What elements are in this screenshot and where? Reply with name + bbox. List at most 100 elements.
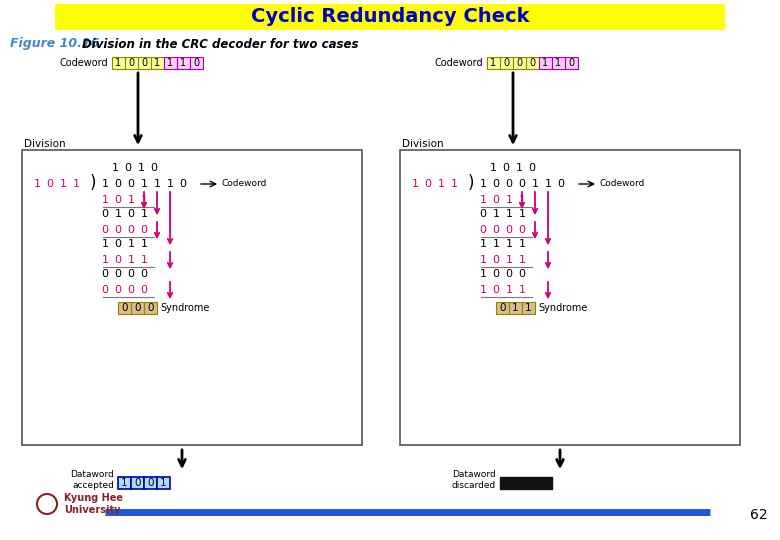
- Text: 0: 0: [140, 225, 147, 235]
- Text: 1: 1: [505, 209, 512, 219]
- Text: 1: 1: [519, 209, 526, 219]
- Text: 0: 0: [492, 195, 499, 205]
- Text: 1: 1: [480, 285, 487, 295]
- Text: Kyung Hee
University: Kyung Hee University: [64, 493, 123, 515]
- Text: 0: 0: [129, 58, 135, 68]
- Bar: [539, 57, 552, 69]
- Text: 0: 0: [519, 225, 526, 235]
- Text: 0: 0: [101, 285, 108, 295]
- Text: 0: 0: [147, 478, 154, 488]
- Text: 0: 0: [492, 179, 499, 189]
- Text: 1: 1: [555, 58, 562, 68]
- Text: 0: 0: [125, 163, 132, 173]
- Text: 0: 0: [492, 225, 499, 235]
- Text: 0: 0: [47, 179, 54, 189]
- Text: 0: 0: [147, 303, 154, 313]
- Text: 1: 1: [491, 58, 497, 68]
- Bar: [500, 477, 552, 489]
- Bar: [55, 4, 725, 30]
- Text: 1: 1: [512, 303, 519, 313]
- Text: Codeword: Codeword: [434, 58, 483, 68]
- Text: 1: 1: [480, 269, 487, 279]
- Bar: [157, 477, 170, 489]
- Text: 1: 1: [154, 58, 161, 68]
- Text: 1: 1: [480, 195, 487, 205]
- Text: Syndrome: Syndrome: [160, 303, 209, 313]
- Text: Division: Division: [402, 139, 444, 149]
- Text: 1: 1: [115, 209, 122, 219]
- Text: 1: 1: [180, 58, 186, 68]
- Text: 1: 1: [101, 195, 108, 205]
- Text: 0: 0: [193, 58, 200, 68]
- Bar: [112, 57, 125, 69]
- Text: 0: 0: [569, 58, 575, 68]
- Bar: [500, 57, 513, 69]
- Text: 1: 1: [544, 179, 551, 189]
- Bar: [138, 57, 151, 69]
- Text: Codeword: Codeword: [222, 179, 268, 188]
- Bar: [144, 302, 157, 314]
- Bar: [565, 57, 578, 69]
- Text: 1: 1: [516, 163, 523, 173]
- Text: 0: 0: [115, 239, 122, 249]
- Bar: [164, 57, 177, 69]
- Text: 1: 1: [140, 179, 147, 189]
- Text: 0: 0: [492, 269, 499, 279]
- Text: 1: 1: [127, 255, 134, 265]
- Text: 0: 0: [134, 478, 140, 488]
- Text: 1: 1: [101, 255, 108, 265]
- Text: 1: 1: [127, 195, 134, 205]
- Text: 0: 0: [503, 58, 509, 68]
- Text: Division: Division: [24, 139, 66, 149]
- Text: 0: 0: [516, 58, 523, 68]
- Text: 62: 62: [750, 508, 768, 522]
- Text: 0: 0: [424, 179, 431, 189]
- Text: 0: 0: [502, 163, 509, 173]
- Text: 1: 1: [480, 239, 487, 249]
- Text: 1: 1: [451, 179, 458, 189]
- Text: Dataword
discarded: Dataword discarded: [452, 470, 496, 490]
- Text: 0: 0: [151, 163, 158, 173]
- Text: 1: 1: [542, 58, 548, 68]
- Text: 0: 0: [480, 225, 487, 235]
- Text: 0: 0: [127, 269, 134, 279]
- Text: 1: 1: [480, 179, 487, 189]
- Text: 1: 1: [34, 179, 41, 189]
- Text: 0: 0: [519, 269, 526, 279]
- Bar: [151, 57, 164, 69]
- Text: 1: 1: [59, 179, 66, 189]
- Bar: [509, 302, 522, 314]
- Text: 0: 0: [505, 179, 512, 189]
- Text: 1: 1: [492, 239, 499, 249]
- Text: 1: 1: [505, 195, 512, 205]
- Text: 0: 0: [529, 163, 536, 173]
- Text: 0: 0: [499, 303, 505, 313]
- Text: ): ): [90, 174, 97, 192]
- Bar: [552, 57, 565, 69]
- Bar: [118, 477, 131, 489]
- Text: 1: 1: [121, 478, 128, 488]
- Bar: [496, 302, 509, 314]
- Text: 1: 1: [154, 179, 161, 189]
- Text: 1: 1: [505, 285, 512, 295]
- Text: 0: 0: [127, 285, 134, 295]
- Text: 1: 1: [505, 239, 512, 249]
- Text: 1: 1: [412, 179, 419, 189]
- Text: 1: 1: [101, 179, 108, 189]
- Bar: [131, 302, 144, 314]
- Text: 0: 0: [115, 255, 122, 265]
- Bar: [144, 477, 157, 489]
- Bar: [177, 57, 190, 69]
- Bar: [513, 57, 526, 69]
- Text: 0: 0: [179, 179, 186, 189]
- Text: 1: 1: [127, 239, 134, 249]
- Text: 0: 0: [127, 209, 134, 219]
- Text: 0: 0: [101, 209, 108, 219]
- Text: Division in the CRC decoder for two cases: Division in the CRC decoder for two case…: [82, 37, 359, 51]
- Text: 1: 1: [140, 255, 147, 265]
- Bar: [526, 57, 539, 69]
- Text: 0: 0: [492, 285, 499, 295]
- Text: 0: 0: [115, 269, 122, 279]
- Text: 1: 1: [519, 239, 526, 249]
- Text: 1: 1: [525, 303, 532, 313]
